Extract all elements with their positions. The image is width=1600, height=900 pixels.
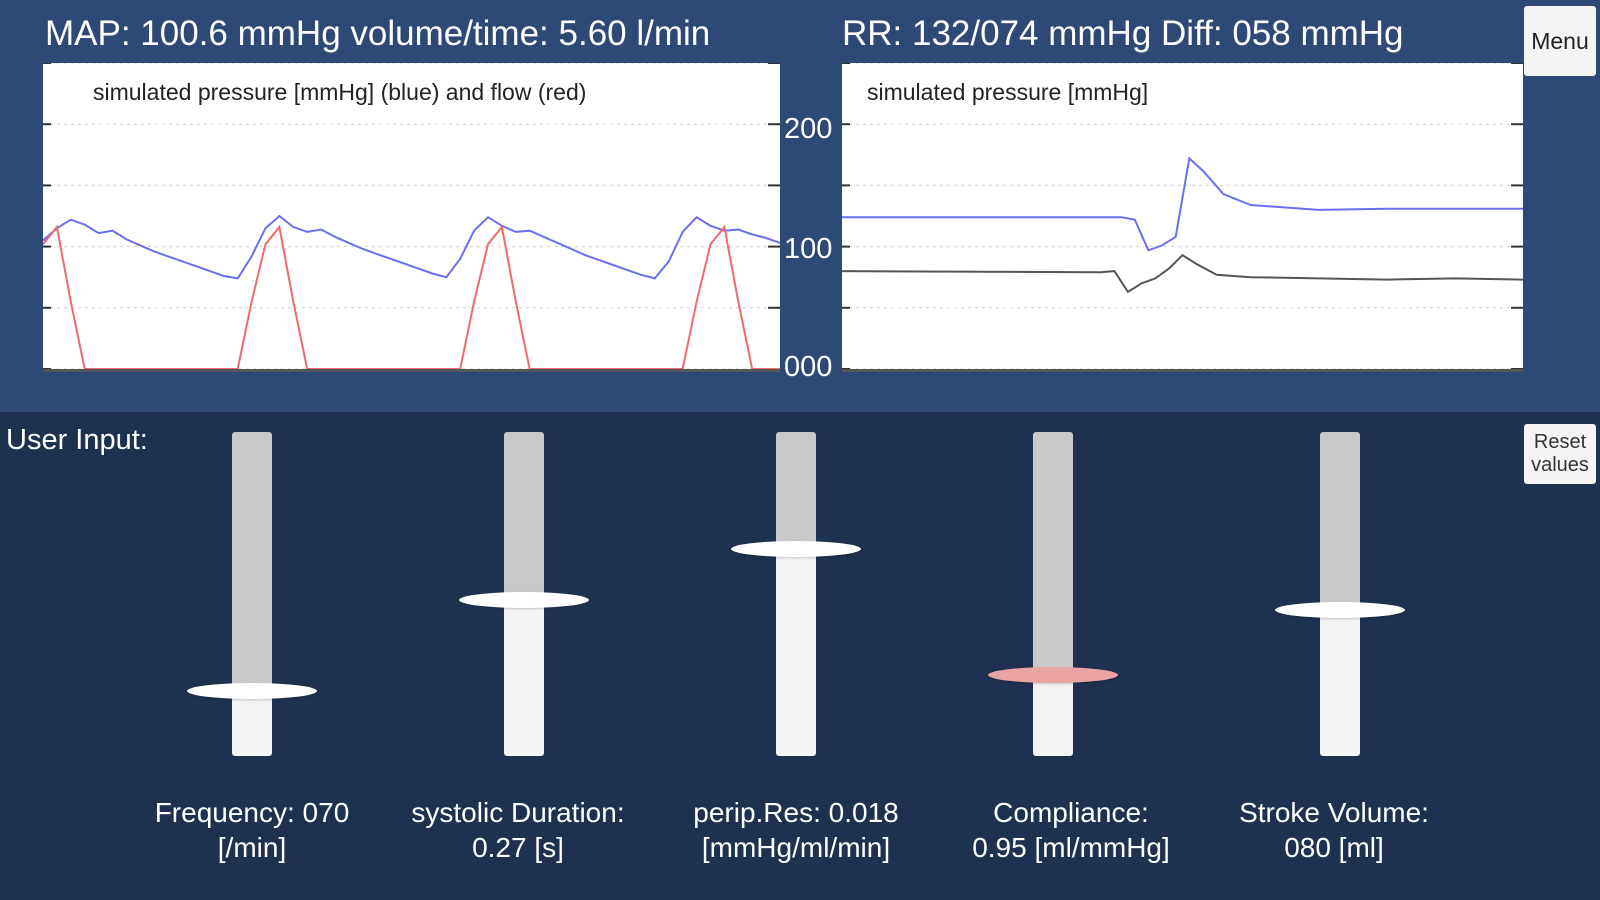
y-tick-label: 100 <box>784 233 833 265</box>
frequency-unit: [/min] <box>217 832 287 863</box>
systolic-series-line <box>842 156 1523 252</box>
y-tick-label: 000 <box>784 351 833 383</box>
reset-button-label: Reset <box>1533 431 1587 453</box>
pressure-series-line <box>43 214 780 280</box>
slider-track-fill[interactable] <box>232 691 272 756</box>
systolic-duration-value: 0.27 [s] <box>472 832 564 863</box>
frequency-slider[interactable] <box>187 432 317 756</box>
pressure-trend-plot-title: simulated pressure [mmHg] <box>867 79 1149 105</box>
stroke-volume-label: Stroke Volume: 080 [ml] <box>1204 795 1464 865</box>
peripheral-resistance-slider[interactable] <box>731 432 861 756</box>
slider-track[interactable] <box>232 432 272 692</box>
slider-track-fill[interactable] <box>504 600 544 756</box>
slider-track-fill[interactable] <box>1320 610 1360 756</box>
slider-thumb[interactable] <box>988 667 1118 683</box>
compliance-value: 0.95 [ml/mmHg] <box>972 832 1170 863</box>
slider-thumb[interactable] <box>459 592 589 609</box>
reset-button-label: values <box>1531 454 1589 476</box>
frequency-value: Frequency: 070 <box>154 797 350 828</box>
slider-thumb[interactable] <box>1275 602 1405 619</box>
slider-thumb[interactable] <box>187 683 317 700</box>
slider-thumb[interactable] <box>731 540 861 557</box>
rr-readout: RR: 132/074 mmHg Diff: 058 mmHg <box>842 14 1404 53</box>
pressure-trend-plot: simulated pressure [mmHg] <box>842 63 1523 372</box>
reset-values-button[interactable]: Reset values <box>1524 424 1596 484</box>
compliance-label: Compliance: 0.95 [ml/mmHg] <box>941 795 1201 865</box>
flow-series-line <box>43 224 780 369</box>
compliance-slider[interactable] <box>988 432 1118 756</box>
slider-track[interactable] <box>776 432 816 549</box>
systolic-duration-label: systolic Duration: 0.27 [s] <box>388 795 648 865</box>
map-readout: MAP: 100.6 mmHg volume/time: 5.60 l/min <box>45 14 711 53</box>
menu-button[interactable]: Menu <box>1524 6 1596 76</box>
stroke-volume-value: 080 [ml] <box>1284 832 1384 863</box>
frequency-label: Frequency: 070 [/min] <box>122 795 382 865</box>
pressure-flow-chart <box>43 63 780 369</box>
systolic-duration-slider[interactable] <box>459 432 589 756</box>
slider-track[interactable] <box>1033 432 1073 675</box>
slider-track-fill[interactable] <box>776 548 816 756</box>
diastolic-series-line <box>842 253 1523 294</box>
y-tick-label: 200 <box>784 113 833 145</box>
compliance-name: Compliance: <box>993 797 1149 828</box>
peripheral-resistance-value: perip.Res: 0.018 <box>693 797 899 828</box>
slider-track-fill[interactable] <box>1033 675 1073 756</box>
slider-track[interactable] <box>504 432 544 601</box>
pressure-trend-chart <box>842 63 1523 369</box>
user-input-label: User Input: <box>6 424 148 456</box>
slider-track[interactable] <box>1320 432 1360 611</box>
pressure-flow-plot-title: simulated pressure [mmHg] (blue) and flo… <box>93 79 587 105</box>
pressure-flow-plot: simulated pressure [mmHg] (blue) and flo… <box>43 63 780 372</box>
stroke-volume-slider[interactable] <box>1275 432 1405 756</box>
peripheral-resistance-unit: [mmHg/ml/min] <box>701 832 891 863</box>
peripheral-resistance-label: perip.Res: 0.018 [mmHg/ml/min] <box>666 795 926 865</box>
systolic-duration-name: systolic Duration: <box>411 797 625 828</box>
stroke-volume-name: Stroke Volume: <box>1239 797 1429 828</box>
